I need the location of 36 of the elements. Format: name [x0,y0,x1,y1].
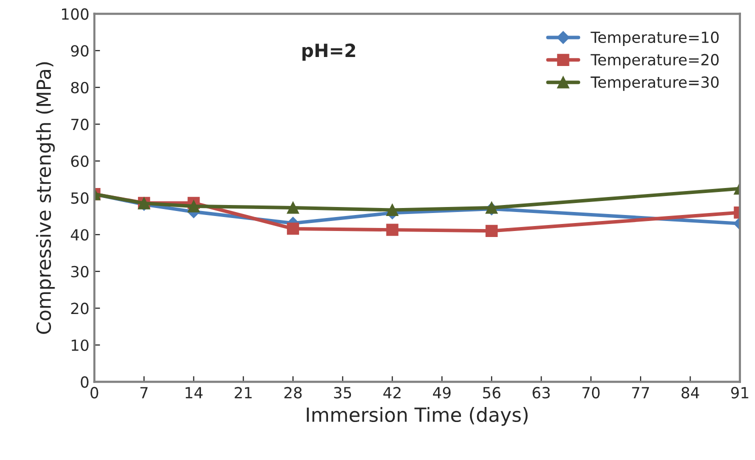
y-tick-label: 80 [71,82,88,94]
y-tick-label: 20 [71,302,88,314]
point [386,224,398,236]
x-tick-label: 56 [483,386,500,398]
y-tick-label: 90 [71,45,88,57]
x-axis-title: Immersion Time (days) [306,407,528,426]
x-tick-label: 35 [334,386,352,398]
x-tick-label: 42 [383,386,400,398]
legend-label: Temperature=30 [590,76,719,91]
x-tick-label: 21 [234,386,252,398]
x-tick-label: 14 [186,387,203,398]
y-tick-label: 50 [71,192,88,204]
y-tick-label: 0 [80,376,88,388]
y-tick-label: 60 [71,155,88,168]
y-axis-title: Compressive strength (MPa) [36,62,55,334]
annotation: pH=2 [302,44,356,61]
y-tick-label: 10 [72,339,88,352]
point [286,202,300,214]
y-tick-label: 70 [71,118,88,130]
x-tick-label: 77 [632,387,650,398]
x-tick-label: 28 [284,386,302,398]
y-tick-label: 100 [62,8,88,20]
x-tick-label: 63 [532,386,550,398]
x-tick-label: 91 [731,386,748,398]
x-tick-label: 7 [140,387,148,398]
x-tick-label: 70 [582,386,600,398]
x-tick-label: 84 [682,386,700,398]
y-tick-label: 30 [71,266,88,278]
y-tick-label: 40 [70,229,88,241]
x-tick-label: 49 [432,386,451,398]
legend-label: Temperature=20 [590,54,719,68]
point [386,204,398,216]
point [286,222,300,235]
x-tick-label: 0 [90,386,98,398]
legend-label: Temperature=10 [590,32,719,46]
point [188,200,200,212]
